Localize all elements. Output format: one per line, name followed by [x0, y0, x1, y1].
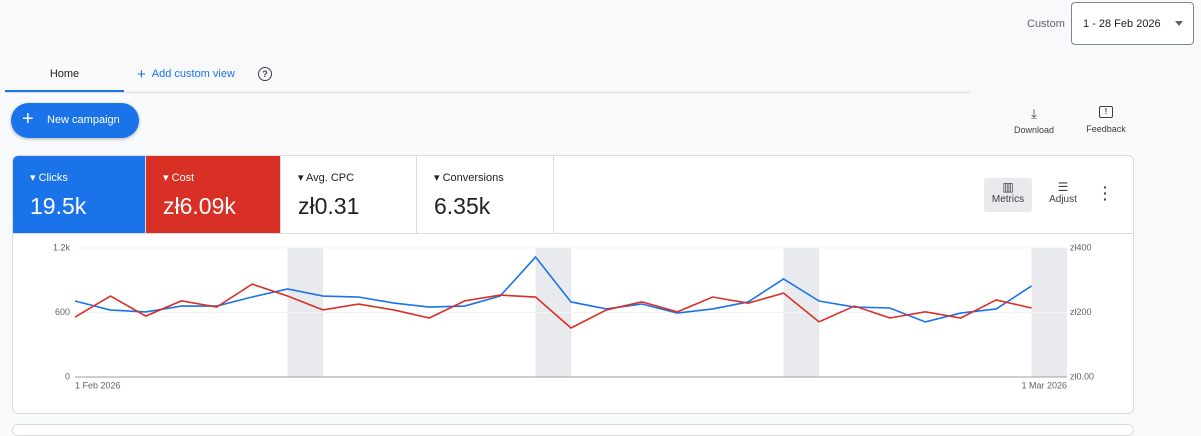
- tab-divider: [5, 92, 970, 93]
- feedback-icon: !: [1099, 106, 1113, 118]
- x-tick-label: 1 Feb 2026: [75, 380, 121, 390]
- date-dropdown[interactable]: 1 - 28 Feb 2026: [1071, 2, 1194, 45]
- scorecard[interactable]: ▾ Avg. CPC zł0.31: [281, 156, 417, 233]
- series-line: [74, 283, 1032, 329]
- feedback-label: Feedback: [1086, 124, 1126, 134]
- scorecard-name: ▾ Clicks: [30, 172, 68, 184]
- scorecard-name: ▾ Avg. CPC: [298, 172, 355, 184]
- scorecard-value: 19.5k: [30, 193, 87, 219]
- tab-home[interactable]: Home: [5, 58, 124, 92]
- y-tick-label: 1.2k: [53, 242, 71, 252]
- adjust-icon: ☰: [1057, 180, 1069, 194]
- scorecard[interactable]: ▾ Cost zł6.09k: [146, 156, 281, 233]
- date-label: Custom: [1027, 18, 1065, 30]
- tab-add[interactable]: + Add custom view: [137, 66, 235, 83]
- scorecard-name: ▾ Cost: [163, 172, 195, 184]
- new-campaign-button[interactable]: + New campaign: [11, 103, 139, 138]
- card-divider: [13, 233, 1133, 234]
- plus-icon: +: [137, 66, 146, 83]
- adjust-label: Adjust: [1049, 194, 1077, 205]
- adjust-button[interactable]: ☰ Adjust: [1039, 178, 1087, 212]
- new-campaign-label: New campaign: [47, 114, 120, 126]
- scorecard[interactable]: ▾ Clicks 19.5k: [13, 156, 146, 233]
- date-range: 1 - 28 Feb 2026: [1083, 18, 1161, 30]
- chart-card: ▾ Clicks 19.5k ▾ Cost zł6.09k ▾ Avg. CPC zł0.…: [12, 155, 1134, 414]
- metrics-icon: ▥: [1002, 180, 1014, 194]
- scorecard[interactable]: ▾ Conversions 6.35k: [417, 156, 554, 233]
- y2-tick-label: zł200: [1070, 307, 1092, 317]
- scorecard-name: ▾ Conversions: [434, 172, 504, 184]
- help-icon[interactable]: ?: [258, 67, 272, 81]
- download-button[interactable]: ⤓ Download: [1008, 106, 1060, 135]
- metrics-label: Metrics: [991, 194, 1025, 205]
- feedback-button[interactable]: ! Feedback: [1080, 106, 1132, 134]
- scorecard-value: zł0.31: [298, 193, 360, 219]
- more-menu[interactable]: · · ·: [1103, 179, 1108, 207]
- y-tick-label: 0: [65, 371, 70, 381]
- scorecard-value: 6.35k: [434, 193, 491, 219]
- y2-tick-label: zł400: [1070, 242, 1092, 252]
- download-label: Download: [1013, 125, 1055, 135]
- plus-icon: +: [22, 108, 34, 130]
- caret: [1175, 21, 1183, 26]
- scorecard-value: zł6.09k: [163, 193, 236, 219]
- x-end-label: 1 Mar 2026: [1021, 380, 1067, 390]
- y-tick-label: 600: [55, 307, 70, 317]
- y2-tick-label: zł0.00: [1070, 371, 1094, 381]
- metrics-button[interactable]: ▥ Metrics: [984, 178, 1032, 212]
- download-icon: ⤓: [1031, 106, 1037, 121]
- add-view: Add custom view: [151, 68, 235, 80]
- series-line: [74, 255, 1033, 323]
